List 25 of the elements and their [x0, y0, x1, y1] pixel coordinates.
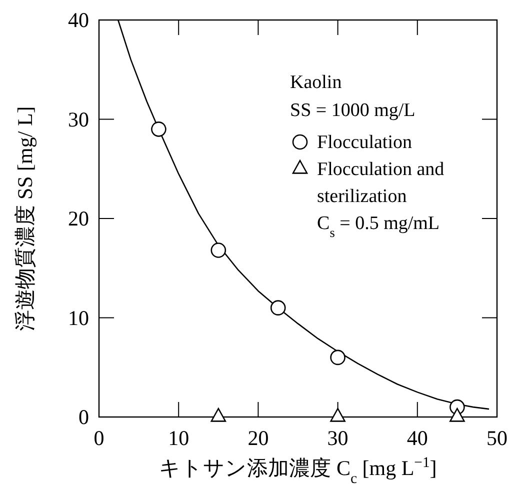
point	[151, 122, 166, 137]
annotation: Kaolin	[290, 72, 342, 93]
point	[270, 300, 286, 316]
point	[210, 242, 226, 258]
legend-label: Flocculation and sterilization	[317, 159, 445, 207]
x-tick-label: 40	[406, 426, 428, 450]
annotation: SS = 1000 mg/L	[290, 100, 416, 121]
y-axis-title: 浮遊物質濃度 SS [mg/ L]	[13, 106, 37, 331]
y-tick-label: 10	[68, 306, 89, 330]
point	[330, 350, 346, 366]
point	[210, 408, 226, 422]
point	[330, 408, 346, 422]
y-tick-label: 20	[68, 206, 89, 230]
point	[450, 408, 465, 422]
y-tick-label: 30	[68, 107, 89, 132]
x-tick-label: 50	[486, 426, 508, 450]
x-tick-label: 30	[327, 426, 348, 450]
annotation: C$_{s}$ = 0.5 mg/mL	[317, 213, 440, 240]
legend-label: Flocculation	[317, 132, 412, 153]
x-tick-label: 20	[248, 426, 269, 450]
x-tick-label: 0	[94, 426, 104, 450]
x-tick-label: 10	[168, 426, 190, 450]
y-tick-label: 40	[68, 8, 89, 32]
x-axis-title: キトサン添加濃度 C$_{c}$ [mg L$^{−1}$]	[159, 455, 437, 486]
y-tick-label: 0	[78, 405, 89, 429]
